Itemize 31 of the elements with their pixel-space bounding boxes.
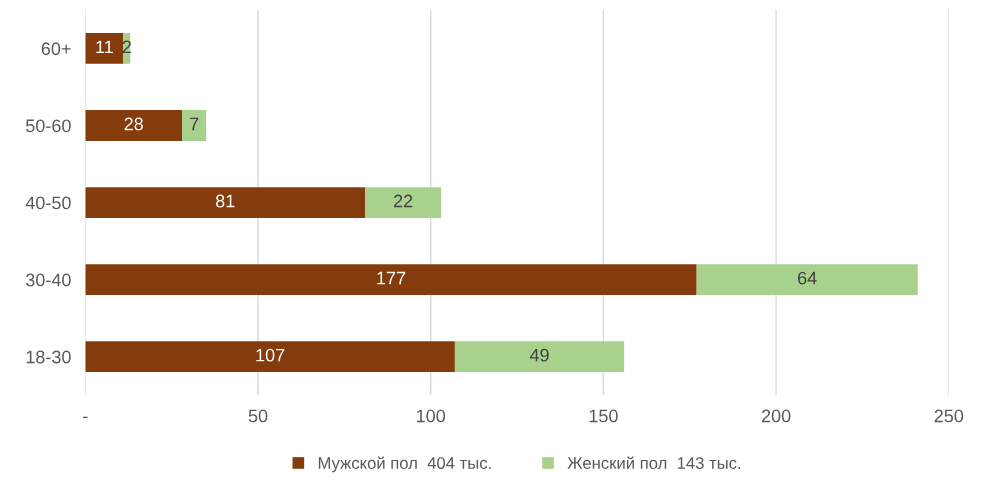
x-tick-label: 150	[589, 409, 618, 423]
bar	[454, 341, 625, 373]
bar	[365, 187, 442, 218]
bar	[85, 264, 697, 296]
data-label: 177	[377, 271, 406, 285]
x-tick-label: 50	[248, 409, 268, 423]
x-tick-label: 200	[761, 409, 791, 423]
y-tick-label: 40-50	[25, 196, 71, 210]
bar	[85, 187, 366, 218]
data-label: 22	[393, 194, 413, 208]
y-tick-label: 60+	[41, 42, 71, 56]
bar	[85, 110, 183, 141]
legend-label: Мужской пол 404 тыс.	[318, 456, 491, 473]
data-label: 7	[190, 117, 199, 131]
legend-label: Женский пол 143 тыс.	[567, 456, 741, 469]
data-label: 64	[798, 271, 817, 285]
data-label: 107	[256, 348, 285, 362]
bar	[85, 33, 124, 64]
bar	[696, 264, 918, 296]
data-label: 11	[96, 40, 113, 54]
y-tick-label: 50-60	[26, 119, 71, 133]
y-tick-label: 30-40	[25, 273, 71, 287]
data-label: 81	[215, 194, 235, 208]
x-tick-label: 100	[417, 409, 446, 423]
bar	[182, 110, 207, 141]
y-tick-label: 18-30	[26, 350, 71, 364]
data-label: 28	[124, 117, 143, 131]
x-tick-label: 250	[934, 409, 964, 423]
x-tick-label: -	[83, 416, 88, 419]
data-label: 49	[529, 348, 549, 362]
bar	[85, 341, 455, 373]
